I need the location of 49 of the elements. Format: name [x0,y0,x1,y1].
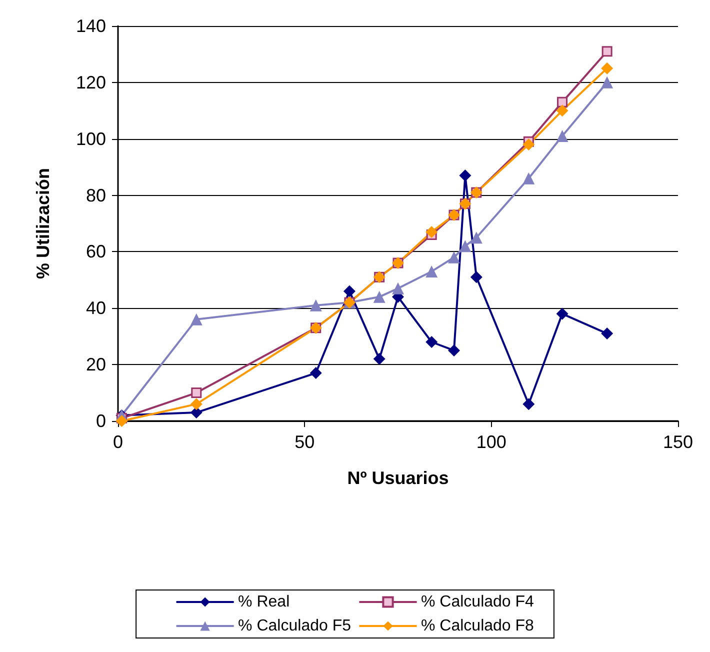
x-tick-label: 100 [476,432,506,452]
point [459,170,472,182]
point [448,251,460,264]
point [556,104,568,117]
point [470,271,482,284]
point [601,62,614,74]
point [190,313,202,326]
legend-label: % Calculado F4 [421,594,534,610]
legend-label: % Calculado F8 [421,618,534,634]
point [310,299,322,312]
point [392,282,404,294]
y-tick-label: 120 [76,72,106,92]
point [426,265,438,278]
point [191,388,202,398]
x-axis-title: Nº Usuarios [347,468,449,488]
point [522,138,535,150]
point [343,285,356,298]
point [373,290,386,303]
y-tick-label: 20 [86,354,106,375]
y-tick-label: 0 [96,411,106,431]
point [470,232,482,244]
point [601,76,614,88]
point [557,96,568,108]
y-tick-label: 80 [86,185,106,206]
point [556,130,568,142]
x-tick-label: 150 [662,432,694,452]
point [190,406,202,419]
x-tick-label: 0 [112,432,124,452]
point [459,240,472,252]
y-tick-label: 100 [76,128,106,149]
y-axis-title: % Utilización [33,168,53,280]
point [556,308,568,320]
point [116,415,128,427]
point [522,398,535,410]
x-tick-label: 50 [294,432,315,452]
point [602,46,612,57]
legend-label: % Real [238,594,290,610]
point [448,344,460,356]
legend-label: % Calculado F5 [238,618,352,634]
point [310,367,322,380]
point [426,226,438,238]
y-tick-label: 140 [76,16,106,36]
point [426,336,438,348]
y-tick-label: 60 [86,242,106,262]
y-tick-label: 40 [86,298,106,318]
point [190,398,202,410]
point [373,352,386,365]
point [601,328,614,340]
point [522,172,535,184]
